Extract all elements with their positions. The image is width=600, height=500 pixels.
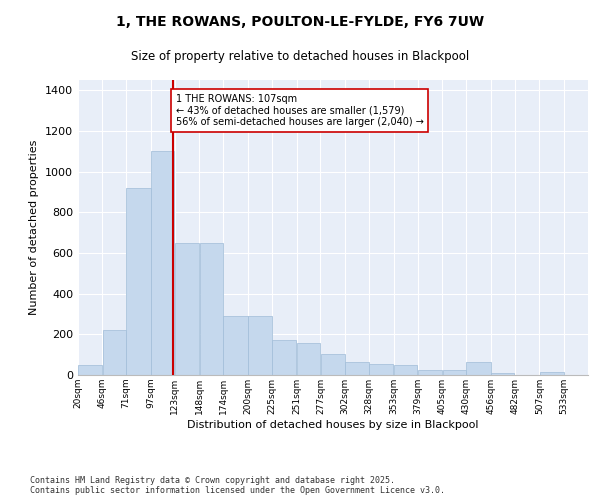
Bar [127,188,151,375]
Y-axis label: Number of detached properties: Number of detached properties [29,140,40,315]
Text: Contains HM Land Registry data © Crown copyright and database right 2025.
Contai: Contains HM Land Registry data © Crown c… [30,476,445,495]
Bar [248,316,272,375]
Bar [103,330,126,375]
Bar [443,370,466,375]
X-axis label: Distribution of detached houses by size in Blackpool: Distribution of detached houses by size … [187,420,479,430]
Text: 1, THE ROWANS, POULTON-LE-FYLDE, FY6 7UW: 1, THE ROWANS, POULTON-LE-FYLDE, FY6 7UW [116,15,484,29]
Bar [200,243,223,375]
Bar [466,362,491,375]
Text: Size of property relative to detached houses in Blackpool: Size of property relative to detached ho… [131,50,469,63]
Bar [151,151,175,375]
Bar [320,354,345,375]
Bar [418,370,442,375]
Bar [78,365,102,375]
Bar [297,344,320,375]
Bar [346,362,369,375]
Bar [491,373,514,375]
Bar [394,365,417,375]
Text: 1 THE ROWANS: 107sqm
← 43% of detached houses are smaller (1,579)
56% of semi-de: 1 THE ROWANS: 107sqm ← 43% of detached h… [176,94,424,128]
Bar [223,316,248,375]
Bar [175,243,199,375]
Bar [539,372,564,375]
Bar [369,364,394,375]
Bar [272,340,296,375]
